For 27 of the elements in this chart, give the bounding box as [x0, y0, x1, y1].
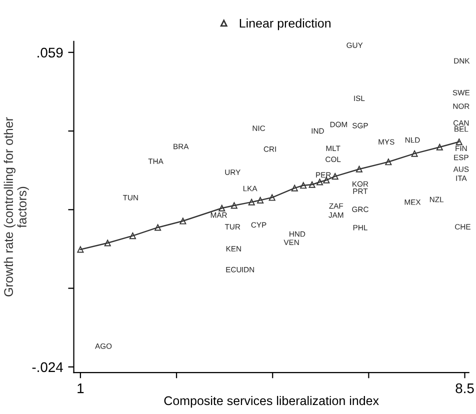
- point: [268, 194, 276, 201]
- point: [385, 158, 392, 166]
- x-tick-label: 8.5: [456, 383, 474, 394]
- point: [308, 181, 316, 188]
- point: [300, 182, 307, 189]
- point: [230, 202, 238, 209]
- point: [436, 144, 443, 150]
- point: [291, 184, 298, 192]
- point: [316, 178, 324, 186]
- point: [180, 218, 186, 224]
- point: [129, 232, 136, 240]
- point: [154, 224, 162, 231]
- point: [411, 150, 418, 157]
- legend-label: Linear prediction: [240, 18, 330, 30]
- point: [456, 138, 462, 146]
- x-tick-label: 1: [78, 384, 84, 394]
- point: [332, 173, 338, 180]
- point: [218, 204, 226, 212]
- point: [248, 198, 255, 206]
- y-axis-title: Growth rate (controlling for other factors): [4, 117, 29, 296]
- x-axis-title: Composite services liberalization index: [164, 396, 379, 408]
- y-tick-label: -.024: [32, 362, 63, 372]
- point: [356, 166, 362, 172]
- point: [257, 196, 264, 204]
- y-tick-label: .059: [38, 48, 63, 58]
- point: [77, 246, 84, 253]
- point: [104, 240, 111, 246]
